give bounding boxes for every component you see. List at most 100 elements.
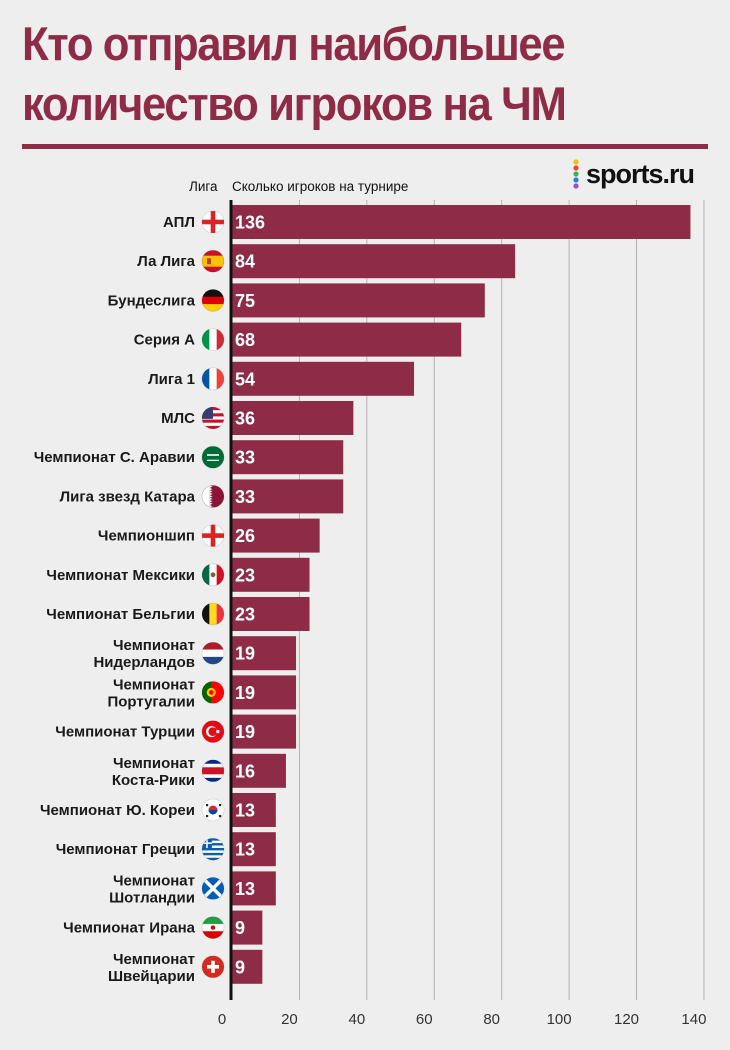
bar — [232, 440, 344, 475]
bar-value-label: 136 — [235, 213, 265, 233]
qatar-flag-icon — [201, 484, 225, 508]
x-tick-label: 100 — [547, 1011, 572, 1028]
bar-value-label: 13 — [235, 879, 255, 899]
x-tick-label: 40 — [348, 1011, 365, 1028]
x-tick-label: 120 — [614, 1011, 639, 1028]
title-divider — [22, 144, 708, 149]
x-tick-label: 140 — [681, 1011, 706, 1028]
netherlands-flag-icon — [201, 641, 225, 665]
logo-dot — [573, 165, 579, 171]
league-label: Чемпионат Нидерландов — [93, 637, 195, 671]
bar — [232, 361, 415, 396]
league-label: МЛС — [161, 410, 195, 427]
logo-dot — [573, 159, 579, 165]
league-label: Чемпионат Португалии — [107, 676, 195, 710]
x-tick-label: 0 — [218, 1011, 226, 1028]
x-tick-label: 60 — [416, 1011, 433, 1028]
bar — [232, 479, 344, 514]
south-korea-flag-icon — [201, 798, 225, 822]
league-label: Чемпионат Шотландии — [109, 872, 195, 906]
bar — [232, 832, 276, 867]
turkey-flag-icon — [201, 720, 225, 743]
logo-dot — [573, 183, 579, 189]
switzerland-flag-icon — [201, 955, 225, 979]
england-flag-icon — [201, 210, 225, 234]
bar-value-label: 13 — [235, 840, 255, 860]
usa-flag-icon — [201, 406, 225, 430]
mexico-flag-icon — [201, 563, 225, 587]
bar-value-label: 36 — [235, 409, 255, 429]
bar-value-label: 9 — [235, 957, 245, 977]
belgium-flag-icon — [201, 602, 225, 626]
league-label: Чемпионат Греции — [56, 841, 195, 858]
iran-flag-icon — [201, 916, 225, 939]
bar-value-label: 33 — [235, 487, 255, 507]
france-flag-icon — [201, 367, 225, 391]
league-label: Лига 1 — [148, 371, 195, 388]
league-label: Чемпионат Швейцарии — [108, 951, 195, 985]
bar — [232, 244, 516, 279]
germany-flag-icon — [201, 288, 225, 312]
bar — [232, 714, 297, 749]
league-label: Ла Лига — [137, 253, 195, 270]
league-label: Чемпионат Турции — [55, 724, 195, 741]
bar — [232, 753, 286, 788]
bar — [232, 636, 297, 671]
x-tick-label: 20 — [281, 1011, 298, 1028]
league-label: Чемпионат Бельгии — [46, 606, 195, 623]
bar — [232, 205, 691, 239]
x-tick-label: 80 — [483, 1011, 500, 1028]
league-label: Чемпионат Ирана — [63, 920, 195, 937]
bar — [232, 871, 276, 906]
bar-value-label: 19 — [235, 722, 255, 742]
league-label: Чемпионат Коста-Рики — [112, 755, 195, 789]
logo-dot — [573, 171, 579, 177]
bar — [232, 557, 310, 592]
league-label: Чемпионшип — [98, 528, 195, 545]
portugal-flag-icon — [201, 681, 225, 704]
bar — [232, 322, 462, 357]
league-column-header: Лига — [189, 179, 218, 194]
sports-ru-logo: sports.ru — [572, 157, 695, 191]
bar-value-label: 54 — [235, 369, 255, 389]
players-column-header: Сколько игроков на турнире — [232, 179, 409, 194]
logo-text: sports.ru — [586, 158, 695, 189]
bar-value-label: 23 — [235, 605, 255, 625]
spain-flag-icon — [201, 249, 225, 273]
bar-value-label: 9 — [235, 918, 245, 938]
bar-value-label: 19 — [235, 683, 255, 703]
bar-value-label: 19 — [235, 644, 255, 664]
bar — [232, 793, 276, 827]
bar — [232, 518, 320, 553]
league-label: АПЛ — [163, 214, 195, 231]
bar-value-label: 84 — [235, 252, 255, 272]
italy-flag-icon — [201, 328, 225, 352]
logo-dots-icon — [573, 159, 579, 189]
league-label: Бундеслига — [108, 292, 196, 309]
bar — [232, 597, 310, 631]
league-label: Чемпионат Ю. Кореи — [40, 802, 195, 819]
bar-value-label: 16 — [235, 761, 255, 781]
bar — [232, 283, 485, 318]
logo-dot — [573, 177, 579, 183]
bar-value-label: 33 — [235, 448, 255, 468]
bar — [232, 949, 263, 984]
costa-rica-flag-icon — [201, 759, 225, 783]
england-flag-icon — [201, 524, 225, 547]
bar-value-label: 13 — [235, 801, 255, 821]
bar — [232, 910, 263, 945]
bar-value-label: 23 — [235, 565, 255, 585]
greece-flag-icon — [201, 837, 225, 861]
league-label: Чемпионат С. Аравии — [34, 449, 195, 466]
bar-value-label: 26 — [235, 526, 255, 546]
bar-value-label: 75 — [235, 291, 255, 311]
league-label: Лига звезд Катара — [60, 488, 196, 505]
scotland-flag-icon — [201, 877, 225, 900]
league-label: Чемпионат Мексики — [46, 567, 195, 584]
saudi-arabia-flag-icon — [201, 445, 225, 469]
bar — [232, 401, 354, 435]
bar-value-label: 68 — [235, 330, 255, 350]
league-label: Серия А — [134, 332, 195, 349]
bar — [232, 675, 297, 710]
